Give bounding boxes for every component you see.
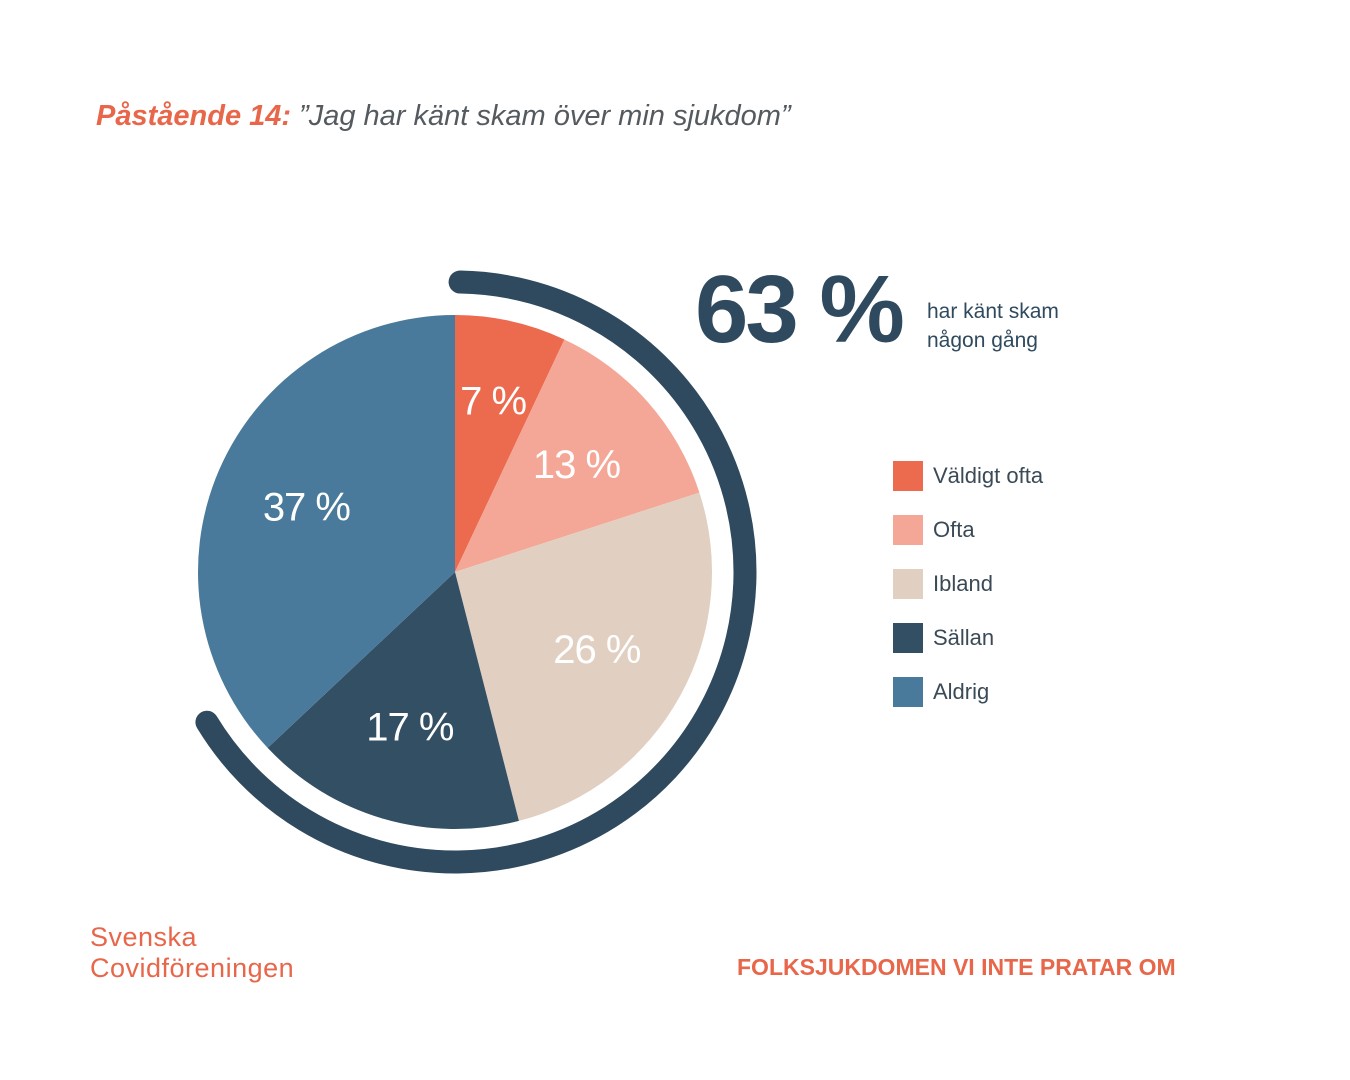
brand-line1: Svenska [90, 922, 198, 952]
statement-quote: ”Jag har känt skam över min sjukdom” [299, 100, 791, 132]
legend-label: Väldigt ofta [933, 463, 1044, 488]
pie-slice-sällan [267, 572, 519, 829]
page-title: Påstående 14: ”Jag har känt skam över min… [96, 100, 791, 133]
legend-swatch [893, 677, 923, 707]
highlight-caption: har känt skam någon gång [927, 297, 1059, 355]
legend-label: Aldrig [933, 679, 990, 704]
legend-swatch [893, 623, 923, 653]
pie-slice-aldrig [197, 315, 456, 748]
legend-label: Ofta [933, 517, 975, 542]
highlight-arc [195, 270, 757, 874]
pie-slice-ibland [455, 492, 712, 821]
pie-label: 7 % [460, 379, 526, 423]
legend-swatch [893, 515, 923, 545]
legend-item: Aldrig [893, 676, 1043, 708]
legend-label: Ibland [933, 571, 993, 596]
legend-label: Sällan [933, 625, 995, 650]
pie-label: 13 % [533, 443, 621, 487]
pie-label: 17 % [366, 705, 454, 749]
pie-label: 37 % [263, 486, 351, 530]
statement-number: Påstående 14: [96, 100, 292, 132]
legend-swatch [893, 461, 923, 491]
footer-tagline: FOLKSJUKDOMEN VI INTE PRATAR OM [737, 954, 1176, 980]
brand-logo: Svenska Covidföreningen [90, 922, 294, 984]
legend-item: Ofta [893, 514, 1043, 546]
legend-item: Väldigt ofta [893, 460, 1043, 492]
pie-label: 26 % [553, 628, 641, 672]
pie-slice-ofta [455, 339, 700, 572]
legend-item: Sällan [893, 622, 1043, 654]
highlight-caption-line1: har känt skam [927, 300, 1059, 323]
legend-item: Ibland [893, 568, 1043, 600]
pie-slice-väldigt-ofta [455, 315, 565, 572]
brand-line2: Covidföreningen [90, 953, 295, 983]
highlight-value: 63 % [695, 256, 905, 363]
legend: Väldigt ofta Ofta Ibland Sällan Aldrig [893, 460, 1043, 730]
legend-swatch [893, 569, 923, 599]
highlight-caption-line2: någon gång [927, 329, 1038, 352]
